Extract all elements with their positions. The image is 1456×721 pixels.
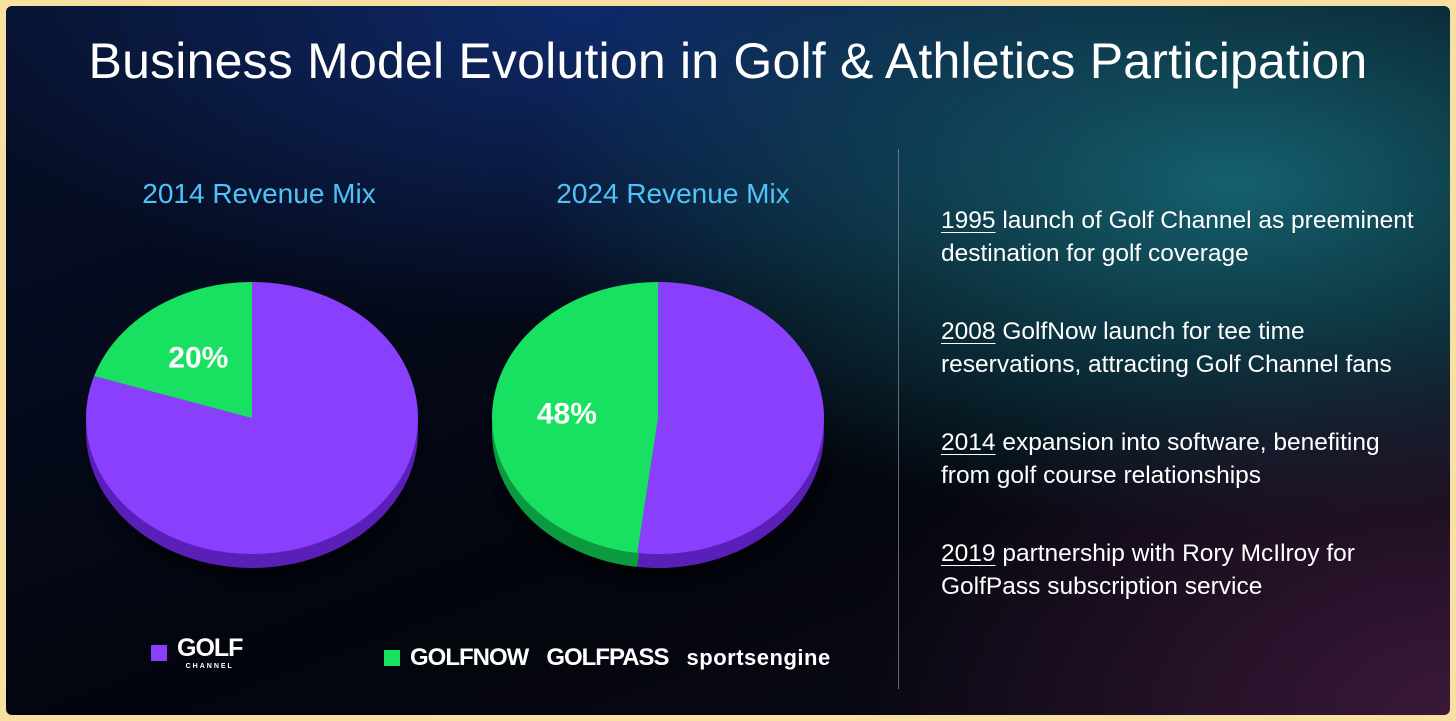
golf-logo-main: GOLF	[177, 634, 243, 662]
timeline: 1995 launch of Golf Channel as preeminen…	[941, 204, 1421, 648]
chart-title-2024: 2024 Revenue Mix	[556, 178, 790, 209]
pie-data-label: 48%	[537, 397, 597, 430]
pie-data-label: 20%	[168, 341, 228, 374]
pie-slice-digital	[491, 282, 658, 553]
timeline-year: 2019	[941, 540, 996, 567]
divider	[898, 149, 899, 689]
timeline-year: 2008	[941, 318, 996, 345]
legend-media: GOLF CHANNEL	[151, 634, 243, 671]
golf-logo-sub: CHANNEL	[185, 663, 234, 670]
slide: Business Model Evolution in Golf & Athle…	[6, 6, 1450, 715]
timeline-item: 2008 GolfNow launch for tee time reserva…	[941, 315, 1421, 381]
golf-channel-logo: GOLF CHANNEL	[177, 634, 243, 671]
timeline-item: 1995 launch of Golf Channel as preeminen…	[941, 204, 1421, 270]
pie-2024: 48%	[491, 282, 824, 578]
timeline-text: partnership with Rory McIlroy for GolfPa…	[941, 540, 1355, 600]
pie-charts: 20% 48%	[85, 282, 824, 578]
sportsengine-logo: sportsengine	[686, 645, 831, 670]
slide-title: Business Model Evolution in Golf & Athle…	[88, 33, 1368, 89]
legend-digital: GOLFNOW GOLFPASS sportsengine	[384, 644, 831, 672]
pie-slice-media	[637, 282, 824, 554]
timeline-item: 2014 expansion into software, benefiting…	[941, 426, 1421, 492]
legend-swatch-digital	[384, 650, 400, 666]
pie-slice-media	[86, 282, 419, 554]
timeline-year: 1995	[941, 207, 996, 234]
legend-swatch-media	[151, 645, 167, 661]
timeline-text: launch of Golf Channel as preeminent des…	[941, 207, 1414, 267]
chart-title-2014: 2014 Revenue Mix	[142, 178, 376, 209]
timeline-item: 2019 partnership with Rory McIlroy for G…	[941, 537, 1421, 603]
timeline-text: GolfNow launch for tee time reservations…	[941, 318, 1392, 378]
golfnow-logo: GOLFNOW	[410, 644, 529, 671]
timeline-text: expansion into software, benefiting from…	[941, 429, 1380, 489]
pie-slice-digital	[94, 282, 252, 418]
pie-2014: 20%	[85, 282, 419, 578]
golfpass-logo: GOLFPASS	[546, 644, 669, 671]
timeline-year: 2014	[941, 429, 996, 456]
